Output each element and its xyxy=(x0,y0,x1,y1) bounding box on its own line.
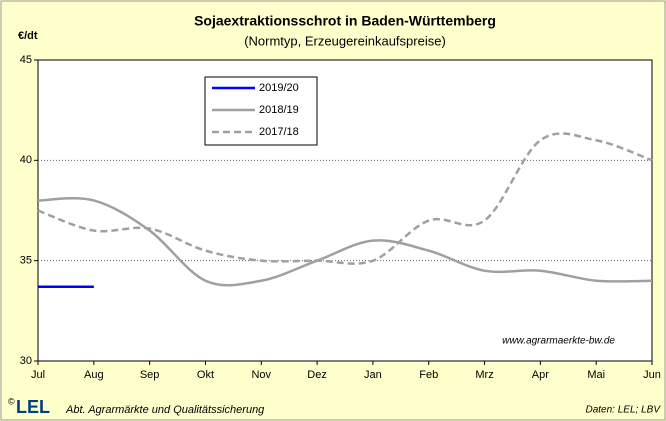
x-tick-label: Okt xyxy=(197,369,214,381)
y-tick-label: 35 xyxy=(20,255,32,267)
x-tick-label: Mrz xyxy=(475,369,493,381)
x-tick-label: Apr xyxy=(532,369,549,381)
x-tick-label: Dez xyxy=(307,369,327,381)
source: Daten: LEL; LBV xyxy=(586,405,662,416)
chart-title: Sojaextraktionsschrot in Baden-Württembe… xyxy=(194,13,496,29)
x-tick-label: Sep xyxy=(140,369,160,381)
chart-subtitle: (Normtyp, Erzeugereinkaufspreise) xyxy=(244,33,446,48)
x-tick-label: Feb xyxy=(419,369,438,381)
y-tick-label: 30 xyxy=(20,355,32,367)
y-axis-label: €/dt xyxy=(18,30,38,42)
x-tick-label: Jul xyxy=(31,369,45,381)
x-tick-label: Nov xyxy=(251,369,271,381)
y-tick-label: 45 xyxy=(20,54,32,66)
copyright: © xyxy=(8,396,15,406)
x-tick-label: Jun xyxy=(643,369,661,381)
plot-area xyxy=(37,59,653,362)
x-tick-label: Mai xyxy=(587,369,605,381)
legend-label: 2018/19 xyxy=(259,104,299,116)
series-line xyxy=(37,132,653,265)
series-line xyxy=(37,197,653,287)
x-tick-label: Jan xyxy=(364,369,382,381)
logo: LEL xyxy=(16,397,50,417)
legend-label: 2019/20 xyxy=(259,82,299,94)
y-tick-label: 40 xyxy=(20,154,32,166)
x-tick-label: Aug xyxy=(84,369,104,381)
annotation: www.agrarmaerkte-bw.de xyxy=(502,336,615,347)
footer: Abt. Agrarmärkte und Qualitätssicherung xyxy=(65,404,265,416)
legend-label: 2017/18 xyxy=(259,126,299,138)
